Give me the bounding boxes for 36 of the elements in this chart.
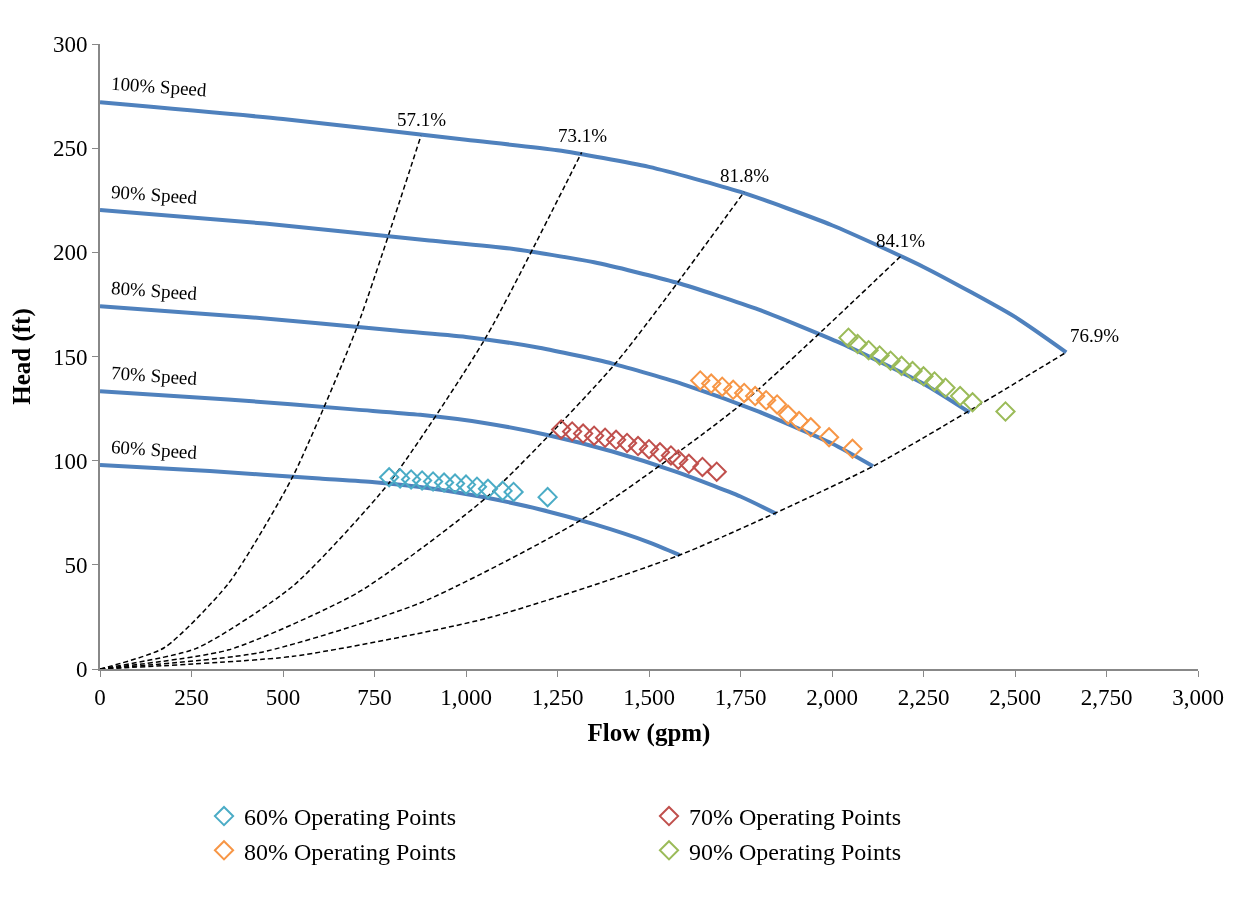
annotation: 76.9%	[1070, 325, 1120, 346]
annotation: 81.8%	[720, 165, 770, 186]
annotation: 70% Speed	[110, 362, 199, 389]
x-tick-label: 500	[265, 684, 301, 710]
y-tick-label: 0	[75, 657, 88, 683]
y-axis-title: Head (ft)	[8, 308, 37, 405]
legend-label: 80% Operating Points	[244, 838, 456, 865]
x-tick-label: 1,500	[623, 684, 675, 710]
legend-label: 60% Operating Points	[244, 804, 456, 831]
x-axis-title: Flow (gpm)	[587, 719, 711, 748]
y-tick-label: 250	[52, 136, 88, 162]
y-tick-label: 200	[52, 240, 88, 266]
x-tick-label: 250	[174, 684, 209, 710]
x-tick-label: 2,250	[897, 684, 950, 710]
annotation: 84.1%	[876, 230, 926, 251]
x-tick-label: 750	[357, 684, 392, 710]
x-tick-label: 1,000	[440, 684, 492, 710]
y-tick-label: 300	[52, 32, 88, 58]
legend-label: 90% Operating Points	[689, 838, 901, 865]
y-tick-label: 150	[52, 344, 88, 370]
x-tick-label: 1,750	[714, 684, 767, 710]
y-tick-label: 50	[64, 552, 88, 578]
x-tick-label: 2,000	[806, 684, 858, 710]
annotation: 100% Speed	[110, 72, 208, 101]
legend-label: 70% Operating Points	[689, 804, 901, 831]
x-tick-label: 2,750	[1080, 684, 1133, 710]
y-tick-label: 100	[52, 448, 88, 474]
x-tick-label: 0	[94, 684, 106, 710]
annotation: 60% Speed	[110, 436, 199, 463]
x-tick-label: 2,500	[989, 684, 1041, 710]
annotation: 90% Speed	[110, 181, 199, 208]
x-tick-label: 1,250	[531, 684, 584, 710]
annotation: 80% Speed	[110, 277, 199, 304]
annotation: 57.1%	[397, 109, 447, 130]
x-tick-label: 3,000	[1172, 684, 1224, 710]
annotation: 73.1%	[558, 125, 608, 146]
